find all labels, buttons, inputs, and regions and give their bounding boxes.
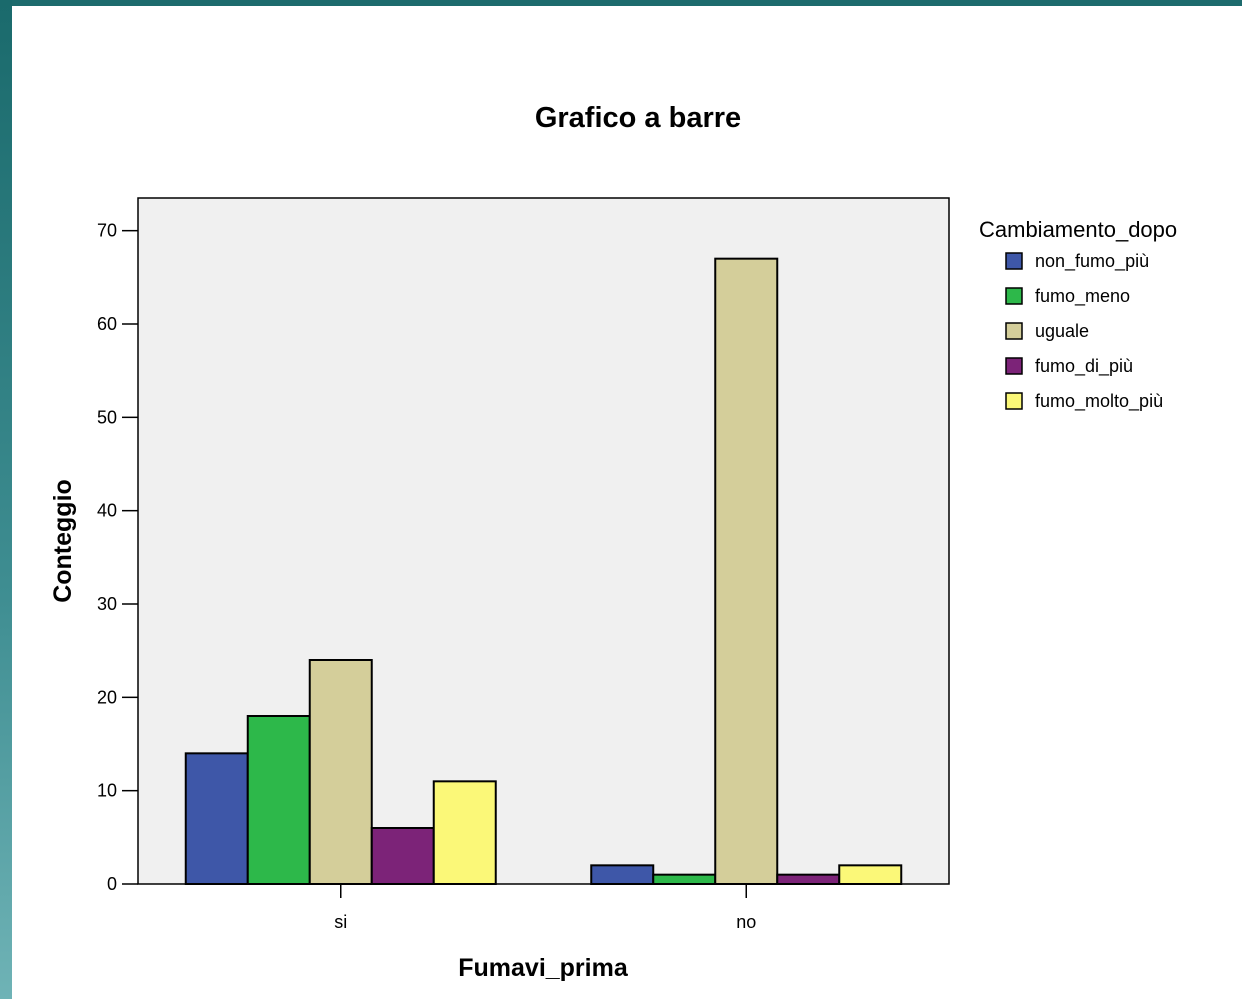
chart-title: Grafico a barre	[535, 102, 741, 134]
x-axis: si no	[334, 884, 756, 932]
y-tick-label: 70	[97, 221, 117, 241]
bar-no-3	[776, 873, 841, 886]
legend-swatch	[1005, 357, 1023, 375]
window-left-border	[0, 0, 12, 999]
y-tick-label: 0	[107, 874, 117, 894]
y-tick-label: 20	[97, 687, 117, 707]
bar-no-0	[590, 864, 655, 885]
legend-label: fumo_di_più	[1035, 356, 1133, 377]
legend-label: uguale	[1035, 321, 1089, 341]
legend-swatch	[1005, 252, 1023, 270]
bars-group	[184, 257, 903, 886]
bar-no-2	[714, 257, 779, 885]
bar-si-1	[246, 715, 311, 885]
bar-no-1	[652, 873, 717, 886]
bar-no-4	[838, 864, 903, 885]
y-axis-title: Conteggio	[49, 479, 77, 603]
window-top-border	[0, 0, 1242, 6]
y-tick-label: 40	[97, 501, 117, 521]
legend-swatch	[1005, 392, 1023, 410]
bar-si-0	[184, 752, 249, 885]
y-tick-label: 50	[97, 407, 117, 427]
legend-label: fumo_molto_più	[1035, 391, 1163, 412]
y-tick-label: 30	[97, 594, 117, 614]
bar-si-2	[308, 659, 373, 885]
bar-si-4	[432, 780, 497, 885]
legend-swatch	[1005, 287, 1023, 305]
bar-si-3	[370, 827, 435, 885]
y-axis: 0 10 20 30 40 50 60 70	[97, 221, 138, 894]
x-tick-label: si	[334, 912, 347, 932]
legend: Cambiamento_dopo non_fumo_più fumo_menoug…	[979, 217, 1177, 412]
y-tick-label: 10	[97, 781, 117, 801]
y-tick-label: 60	[97, 314, 117, 334]
legend-title: Cambiamento_dopo	[979, 217, 1177, 242]
x-axis-title: Fumavi_prima	[458, 954, 629, 982]
x-tick-label: no	[736, 912, 756, 932]
legend-label: non_fumo_più	[1035, 251, 1149, 272]
legend-swatch	[1005, 322, 1023, 340]
legend-label: fumo_meno	[1035, 286, 1130, 307]
